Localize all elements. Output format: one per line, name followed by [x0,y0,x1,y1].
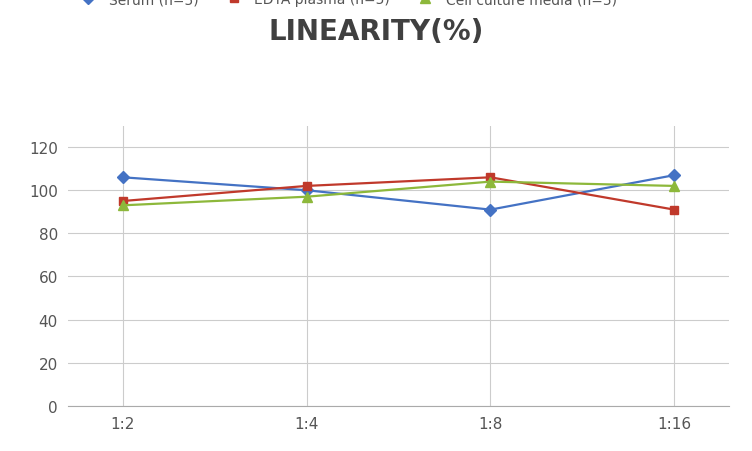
Cell culture media (n=5) [486,179,495,185]
EDTA plasma (n=5) [670,207,679,213]
Cell culture media (n=5) [118,203,127,208]
Serum (n=5) [302,188,311,193]
Line: EDTA plasma (n=5): EDTA plasma (n=5) [119,174,678,214]
Cell culture media (n=5) [302,194,311,200]
Serum (n=5) [486,207,495,213]
EDTA plasma (n=5) [302,184,311,189]
Legend: Serum (n=5), EDTA plasma (n=5), Cell culture media (n=5): Serum (n=5), EDTA plasma (n=5), Cell cul… [69,0,622,13]
EDTA plasma (n=5) [118,199,127,204]
Line: Cell culture media (n=5): Cell culture media (n=5) [118,177,679,211]
Serum (n=5) [118,175,127,180]
EDTA plasma (n=5) [486,175,495,180]
Cell culture media (n=5) [670,184,679,189]
Line: Serum (n=5): Serum (n=5) [119,171,678,214]
Text: LINEARITY(%): LINEARITY(%) [268,18,484,46]
Serum (n=5) [670,173,679,179]
